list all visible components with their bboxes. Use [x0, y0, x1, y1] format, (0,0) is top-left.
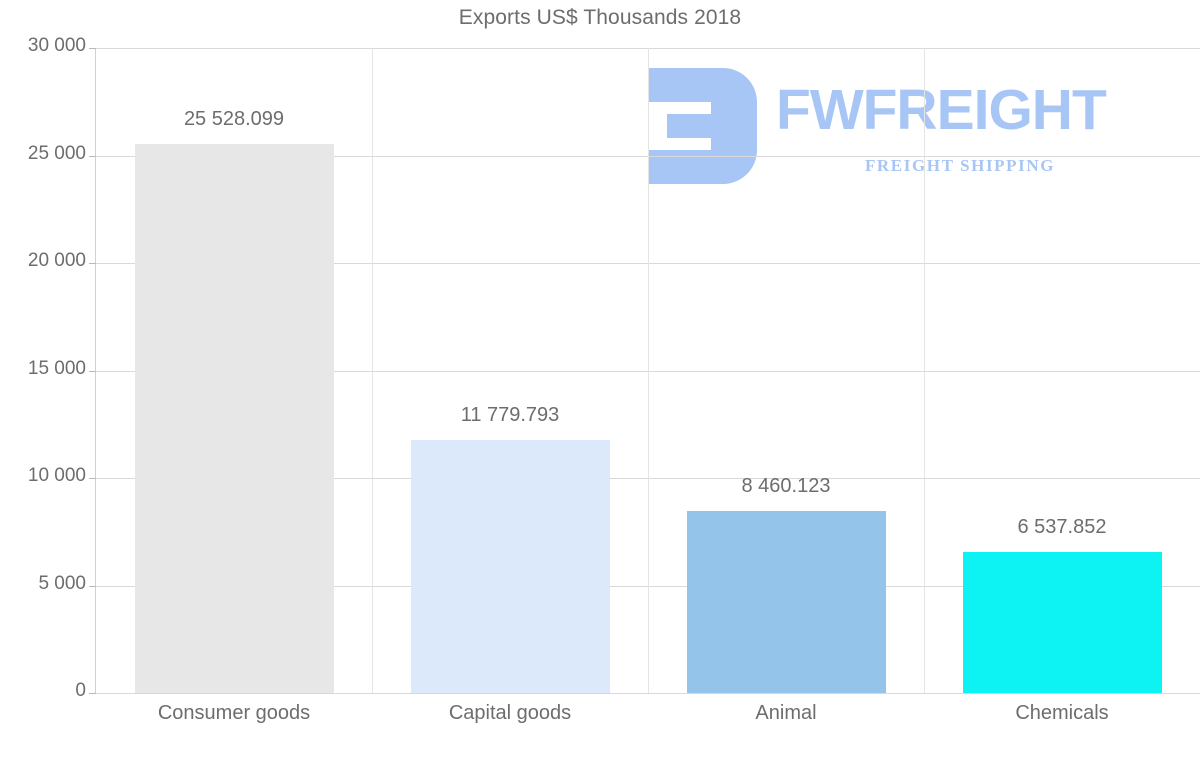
gridline-vertical — [372, 48, 373, 693]
x-axis-tick-label: Consumer goods — [157, 702, 311, 724]
y-axis-tick — [89, 585, 96, 587]
y-axis-tick — [89, 478, 96, 479]
bar[interactable] — [410, 439, 610, 693]
x-axis-tick-label: Chemicals — [1015, 702, 1109, 724]
x-axis-labels: Consumer goods Capital goods Animal Chemica… — [96, 702, 1200, 742]
y-axis-tick-label: 0 — [75, 680, 86, 701]
y-axis-tick-label: 5 000 — [38, 572, 86, 594]
gridline-vertical — [924, 48, 925, 693]
y-axis-tick-label: 30 000 — [27, 35, 86, 56]
chart-title: Exports US$ Thousands 2018 — [458, 6, 742, 29]
y-axis-tick-label: 20 000 — [27, 250, 86, 271]
y-axis-labels: 0 5 000 10 000 15 000 20 000 25 000 30 000 — [0, 0, 86, 763]
y-axis-tick — [89, 693, 96, 694]
bar[interactable] — [962, 552, 1162, 693]
y-axis-tick — [89, 155, 96, 157]
bar-value-label: 25 528.099 — [183, 108, 285, 131]
y-axis-tick — [89, 370, 96, 372]
bar[interactable] — [686, 511, 886, 693]
y-axis-tick-label: 10 000 — [27, 465, 86, 486]
x-axis-tick-label: Animal — [755, 702, 817, 724]
gridline-horizontal — [96, 693, 1200, 694]
y-axis-tick-label: 25 000 — [27, 142, 86, 164]
plot-area — [89, 48, 1200, 694]
bar-value-label: 11 779.793 — [460, 403, 560, 426]
y-axis-tick — [89, 48, 96, 49]
bar-value-label: 6 537.852 — [1017, 516, 1107, 539]
x-axis-tick-label: Capital goods — [448, 702, 572, 724]
bar-value-label: 8 460.123 — [741, 475, 831, 498]
y-axis-tick-label: 15 000 — [27, 357, 86, 379]
gridline-vertical — [648, 48, 649, 693]
y-axis-tick — [89, 263, 96, 264]
bar[interactable] — [134, 144, 334, 693]
